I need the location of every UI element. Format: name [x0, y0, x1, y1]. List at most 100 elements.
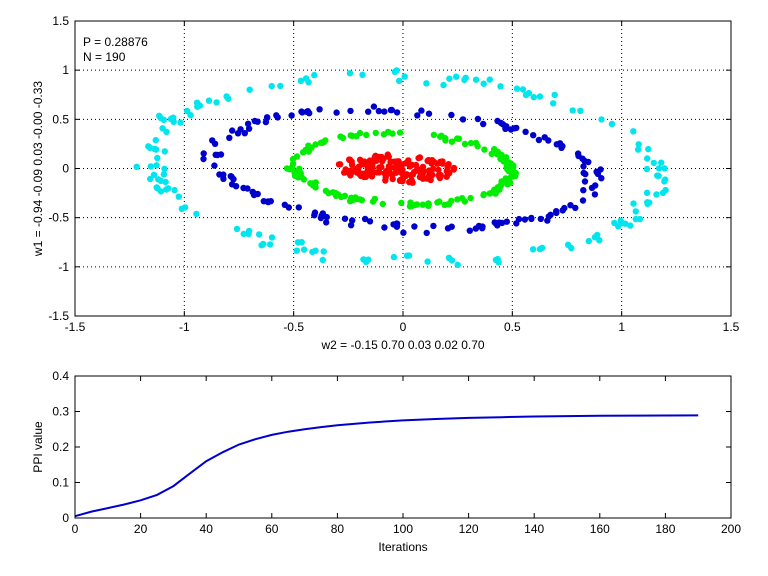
scatter-point [530, 132, 537, 139]
scatter-point [302, 146, 309, 154]
scatter-point [653, 191, 660, 198]
ppi-line-plot: 0 20 40 60 80 100 120 140 160 180 200 0 0.1 0.2 0.3 0.4… [31, 369, 741, 554]
scatter-point [496, 183, 504, 191]
scatter-point [494, 117, 501, 125]
scatter-point [399, 178, 406, 185]
x-tick-label: 1 [618, 320, 625, 334]
scatter-point [384, 151, 391, 158]
y-tick-label: 0.5 [52, 112, 69, 126]
scatter-point [244, 185, 251, 192]
scatter-point [346, 156, 354, 163]
scatter-point [474, 143, 481, 150]
scatter-point [334, 191, 342, 198]
annotation-text: P = 0.28876 [83, 35, 148, 49]
scatter-point [423, 229, 430, 237]
scatter-point [347, 222, 355, 229]
scatter-point [437, 171, 444, 179]
x-axis-label: w2 = -0.15 0.70 0.03 0.02 0.70 [320, 338, 484, 352]
scatter-point [529, 246, 537, 253]
x-tick-label: -0.5 [283, 320, 304, 334]
scatter-point [494, 222, 501, 229]
scatter-point [413, 201, 421, 208]
scatter-point [302, 75, 310, 82]
scatter-point [316, 106, 323, 113]
scatter-point [658, 159, 665, 166]
y-tick-label: 0.4 [52, 369, 69, 383]
scatter-point [369, 198, 377, 205]
scatter-point [454, 261, 461, 268]
scatter-point [445, 161, 452, 168]
scatter-point [580, 163, 587, 170]
scatter-point [580, 169, 587, 177]
scatter-point [251, 117, 258, 125]
scatter-point [212, 151, 219, 158]
scatter-point [359, 71, 366, 79]
scatter-point [381, 224, 388, 231]
x-tick-label: 0 [72, 522, 79, 536]
scatter-point [429, 171, 436, 179]
scatter-point [425, 202, 432, 209]
scatter-point [643, 165, 651, 173]
scatter-point [428, 160, 435, 167]
scatter-point [294, 239, 302, 246]
scatter-point [268, 82, 275, 90]
x-tick-label: 1.5 [723, 320, 740, 334]
scatter-point [376, 169, 383, 176]
x-tick-label: 160 [590, 522, 610, 536]
scatter-point [442, 137, 449, 144]
scatter-point [299, 109, 306, 116]
scatter-point [446, 75, 453, 82]
scatter-point [593, 168, 600, 175]
scatter-point [630, 128, 637, 135]
scatter-point [480, 120, 487, 128]
scatter-point [363, 258, 370, 266]
scatter-point [335, 161, 343, 168]
scatter-point [366, 218, 374, 225]
scatter-point [233, 225, 241, 233]
scatter-point [497, 83, 504, 90]
scatter-point [536, 245, 544, 253]
scatter-point [362, 173, 370, 180]
x-tick-label: 120 [459, 522, 479, 536]
scatter-point [448, 223, 455, 230]
scatter-point [486, 76, 493, 83]
scatter-point [506, 179, 514, 187]
scatter-point [164, 185, 172, 192]
scatter-point [347, 107, 354, 115]
scatter-point [341, 215, 349, 222]
ppi-series-line [74, 414, 699, 518]
scatter-point [286, 166, 293, 173]
scatter-point [152, 146, 160, 153]
scatter-point [530, 94, 537, 101]
scatter-point [596, 237, 603, 244]
scatter-point [245, 227, 253, 235]
scatter-point [378, 163, 385, 171]
scatter-point [400, 229, 407, 236]
scatter-point [536, 93, 544, 100]
scatter-point [308, 144, 315, 151]
scatter-point [225, 95, 232, 102]
scatter-point [255, 231, 263, 238]
scatter-point [300, 246, 308, 253]
scatter-point [177, 119, 184, 126]
y-tick-label: 0 [62, 162, 69, 176]
scatter-point [608, 120, 616, 128]
scatter-point [553, 208, 560, 215]
scatter-point [444, 168, 451, 175]
scatter-point [211, 162, 218, 169]
scatter-point [296, 172, 303, 179]
scatter-point [424, 258, 431, 265]
scatter-point [390, 253, 398, 261]
scatter-point [438, 159, 445, 166]
scatter-point [372, 152, 379, 159]
axes-frame [74, 20, 732, 317]
scatter-point [558, 144, 565, 151]
scatter-point [423, 80, 430, 87]
scatter-point [175, 193, 182, 200]
scatter-point [585, 237, 592, 245]
scatter-point [502, 175, 509, 182]
scatter-plot: -1.5 -1 -0.5 0 0.5 1 1.5 -1.5 -1 -0.5 0 0.5 1 1.5 w2 =… [31, 14, 740, 352]
scatter-point [408, 161, 416, 169]
scatter-point [615, 223, 622, 230]
scatter-point [240, 230, 247, 238]
